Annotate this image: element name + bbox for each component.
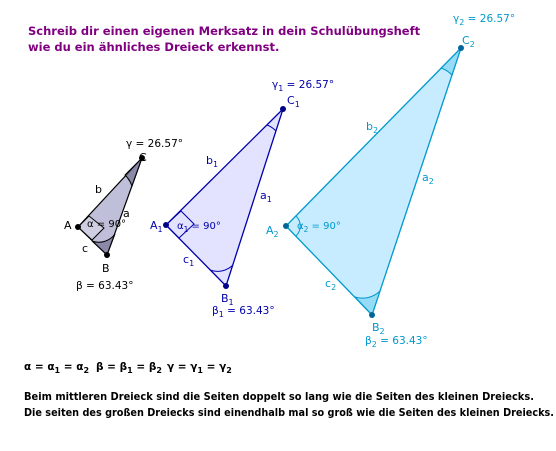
medium-right-angle-marker bbox=[165, 210, 195, 239]
medium-gamma-arc bbox=[266, 124, 277, 132]
large-right-angle-marker bbox=[295, 215, 301, 237]
small-label-c-vertex: C bbox=[139, 151, 147, 164]
small-vertex-b[interactable] bbox=[104, 252, 110, 258]
medium-triangle-area[interactable] bbox=[165, 108, 284, 288]
medium-label-b-vertex: B1 bbox=[221, 292, 234, 307]
prompt-line-1: Schreib dir einen eigenen Merksatz in de… bbox=[28, 24, 421, 38]
medium-label-side-c: c1 bbox=[183, 253, 194, 268]
angle-equalities: α = α1 = α2 β = β1 = β2 γ = γ1 = γ2 bbox=[24, 361, 232, 375]
medium-beta-arc bbox=[209, 264, 234, 272]
prompt-line-2: wie du ein ähnliches Dreieck erkennst. bbox=[28, 40, 279, 54]
note-line-2: Die seiten des großen Dreiecks sind eine… bbox=[24, 407, 554, 419]
small-triangle: A B C b a c α = 90° β = 63.43° γ = 26.57… bbox=[64, 138, 183, 292]
small-gamma-arc bbox=[124, 157, 143, 188]
small-label-side-b: b bbox=[95, 183, 102, 196]
small-vertex-c[interactable] bbox=[139, 155, 145, 161]
large-beta-arc bbox=[353, 290, 381, 316]
medium-label-a-vertex: A1 bbox=[150, 219, 163, 234]
medium-gamma-label: γ1 = 26.57° bbox=[272, 79, 334, 93]
small-beta-arc bbox=[91, 233, 116, 256]
small-label-side-a: a bbox=[123, 207, 130, 220]
large-gamma-label: γ2 = 26.57° bbox=[453, 13, 515, 27]
beta-equality: β = β1 = β2 bbox=[96, 361, 162, 375]
medium-vertex-c[interactable] bbox=[280, 106, 286, 112]
large-vertex-c[interactable] bbox=[458, 45, 464, 51]
large-beta-label: β2 = 63.43° bbox=[365, 335, 428, 349]
large-label-b-vertex: B2 bbox=[372, 321, 385, 336]
medium-triangle: A1 B1 C1 b1 a1 c1 α1 = 90° β1 = 63.43° γ… bbox=[150, 79, 334, 319]
large-triangle-area[interactable] bbox=[285, 47, 462, 317]
note-line-1: Beim mittleren Dreieck sind die Seiten d… bbox=[24, 391, 534, 403]
small-beta-label: β = 63.43° bbox=[76, 280, 133, 292]
large-label-side-b: b2 bbox=[366, 120, 378, 135]
medium-alpha-label: α1 = 90° bbox=[177, 221, 221, 234]
medium-label-side-b: b1 bbox=[206, 154, 218, 169]
large-label-side-c: c2 bbox=[325, 277, 336, 292]
gamma-equality: γ = γ1 = γ2 bbox=[167, 361, 232, 375]
medium-vertex-b[interactable] bbox=[223, 283, 229, 289]
large-vertex-b[interactable] bbox=[369, 312, 375, 318]
large-gamma-arc bbox=[440, 47, 462, 76]
small-vertex-a[interactable] bbox=[75, 224, 81, 230]
large-label-side-a: a2 bbox=[422, 171, 434, 186]
alpha-equality: α = α1 = α2 bbox=[24, 361, 89, 375]
medium-label-c-vertex: C1 bbox=[287, 94, 300, 109]
small-alpha-label: α = 90° bbox=[87, 219, 126, 230]
large-triangle: A2 B2 C2 b2 a2 c2 α2 = 90° β2 = 63.43° γ… bbox=[266, 13, 515, 349]
small-right-angle-marker bbox=[77, 215, 105, 241]
small-label-a-vertex: A bbox=[64, 219, 72, 232]
small-gamma-label: γ = 26.57° bbox=[126, 138, 183, 150]
medium-beta-label: β1 = 63.43° bbox=[212, 305, 275, 319]
large-vertex-a[interactable] bbox=[283, 223, 289, 229]
large-label-c-vertex: C2 bbox=[462, 34, 475, 49]
large-alpha-label: α2 = 90° bbox=[297, 221, 341, 234]
large-label-a-vertex: A2 bbox=[266, 224, 279, 239]
small-label-b-vertex: B bbox=[102, 262, 110, 275]
medium-label-side-a: a1 bbox=[260, 189, 272, 204]
medium-vertex-a[interactable] bbox=[163, 222, 169, 228]
small-label-side-c: c bbox=[82, 242, 88, 255]
